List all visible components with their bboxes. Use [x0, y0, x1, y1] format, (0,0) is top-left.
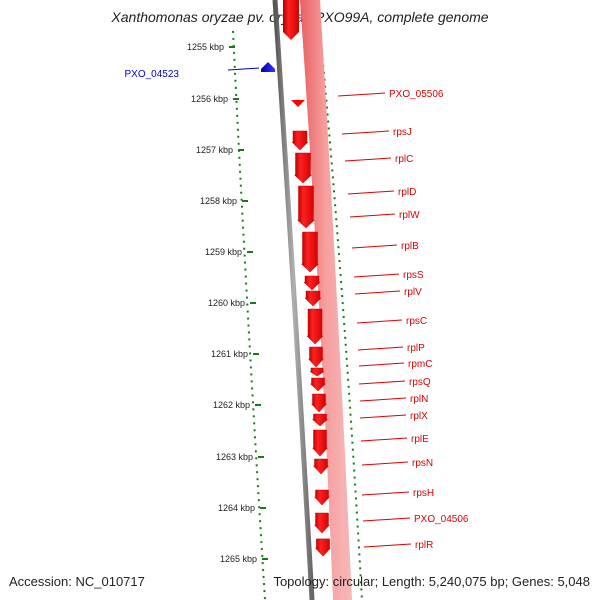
- gene-label-rpmc[interactable]: rpmC: [408, 359, 432, 370]
- leader-line: [347, 190, 395, 195]
- gene-label-rpld[interactable]: rplD: [398, 187, 416, 198]
- topology-text: Topology: circular; Length: 5,240,075 bp…: [273, 574, 590, 589]
- leader-line: [359, 397, 407, 402]
- gene-arrow-rplw[interactable]: [300, 231, 320, 273]
- gene-layer: [261, 0, 332, 557]
- tick-label: 1261 kbp: [211, 349, 248, 359]
- gene-label-rplp[interactable]: rplP: [407, 343, 425, 354]
- gene-arrow-rple[interactable]: [312, 458, 330, 475]
- gene-arrow-rpss[interactable]: [304, 290, 322, 307]
- leader-line: [357, 346, 404, 351]
- gene-label-pxo-04523[interactable]: PXO_04523: [125, 69, 180, 80]
- tick-label: 1260 kbp: [208, 298, 245, 308]
- gene-label-rpsn[interactable]: rpsN: [412, 458, 433, 469]
- tick-label: 1262 kbp: [213, 400, 250, 410]
- gene-label-rplv[interactable]: rplV: [404, 287, 422, 298]
- leader-line: [362, 517, 411, 522]
- gene-arrow-rpsn[interactable]: [313, 489, 331, 506]
- gene-label-rpsq[interactable]: rpsQ: [409, 377, 431, 388]
- leader-line: [341, 130, 390, 135]
- leader-line: [361, 491, 410, 496]
- tick-label: 1265 kbp: [220, 554, 257, 564]
- leader-line: [337, 92, 386, 97]
- gene-label-rplw[interactable]: rplW: [399, 210, 420, 221]
- leader-line: [358, 380, 406, 385]
- gene-label-rplr[interactable]: rplR: [415, 540, 433, 551]
- tick-label: 1255 kbp: [187, 42, 224, 52]
- accession-text: Accession: NC_010717: [9, 574, 145, 589]
- gene-label-rpln[interactable]: rplN: [410, 394, 428, 405]
- tick-layer: 1255 kbp 1256 kbp 1257 kbp 1258 kbp 1259 kbp…: [187, 42, 268, 564]
- gene-arrow-rplv[interactable]: [306, 308, 324, 345]
- leader-line: [363, 543, 412, 548]
- gene-arrow-rpsh[interactable]: [313, 512, 331, 534]
- gene-arrow-rpln[interactable]: [311, 413, 329, 427]
- leader-line: [351, 244, 398, 249]
- gene-label-pxo-05506[interactable]: PXO_05506: [389, 89, 444, 100]
- gene-arrow-rplr[interactable]: [314, 538, 332, 557]
- leader-line: [359, 414, 407, 419]
- leader-line: [354, 290, 401, 295]
- leader-line: [227, 67, 260, 71]
- gene-label-rple[interactable]: rplE: [411, 434, 429, 445]
- gene-label-rplx[interactable]: rplX: [410, 411, 428, 422]
- tick-label: 1258 kbp: [200, 196, 237, 206]
- tick-label: 1256 kbp: [191, 94, 228, 104]
- leader-line: [344, 157, 392, 162]
- leader-line: [349, 213, 396, 218]
- gene-arrow-rplx[interactable]: [311, 429, 329, 457]
- gene-arrow-continued[interactable]: [283, 0, 299, 40]
- forward-band-track: [300, 0, 352, 600]
- map-title: Xanthomonas oryzae pv. oryzae PXO99A, co…: [111, 9, 489, 25]
- tick-label: 1259 kbp: [205, 247, 242, 257]
- gene-label-rplc[interactable]: rplC: [395, 154, 413, 165]
- tick-label: 1263 kbp: [216, 452, 253, 462]
- gene-label-pxo-04506[interactable]: PXO_04506: [414, 514, 469, 525]
- gene-label-rpsc[interactable]: rpsC: [406, 316, 427, 327]
- tick-ring: [232, 30, 266, 600]
- tick-label: 1264 kbp: [218, 503, 255, 513]
- gene-label-rpsh[interactable]: rpsH: [413, 488, 434, 499]
- gene-arrow-rpsj[interactable]: [291, 130, 309, 151]
- gene-label-rpss[interactable]: rpsS: [403, 270, 424, 281]
- gene-arrow-pxo-05506[interactable]: [291, 100, 305, 107]
- gene-arrow-rpsc[interactable]: [307, 346, 325, 368]
- tick-label: 1257 kbp: [196, 145, 233, 155]
- gene-arrow-rpmc[interactable]: [309, 377, 327, 392]
- leader-line: [361, 461, 409, 466]
- label-layer: PXO_05506 rpsJ rplC rplD rplW rplB rpsS rplV rps…: [125, 67, 469, 551]
- gene-arrow-rplp[interactable]: [309, 367, 325, 377]
- genome-backbone: [272, 0, 315, 600]
- gene-arrow-rpsq[interactable]: [310, 393, 328, 413]
- gene-arrow-rplb[interactable]: [303, 275, 321, 291]
- leader-line: [358, 362, 405, 367]
- gene-label-rplb[interactable]: rplB: [401, 241, 419, 252]
- gene-arrow-rpld[interactable]: [296, 185, 316, 229]
- leader-line: [356, 319, 403, 324]
- gene-label-rpsj[interactable]: rpsJ: [393, 127, 412, 138]
- gene-arrow-rplc[interactable]: [293, 152, 313, 184]
- leader-line: [360, 437, 408, 442]
- gene-arrow-pxo-04523[interactable]: [261, 62, 275, 72]
- leader-line: [353, 273, 400, 278]
